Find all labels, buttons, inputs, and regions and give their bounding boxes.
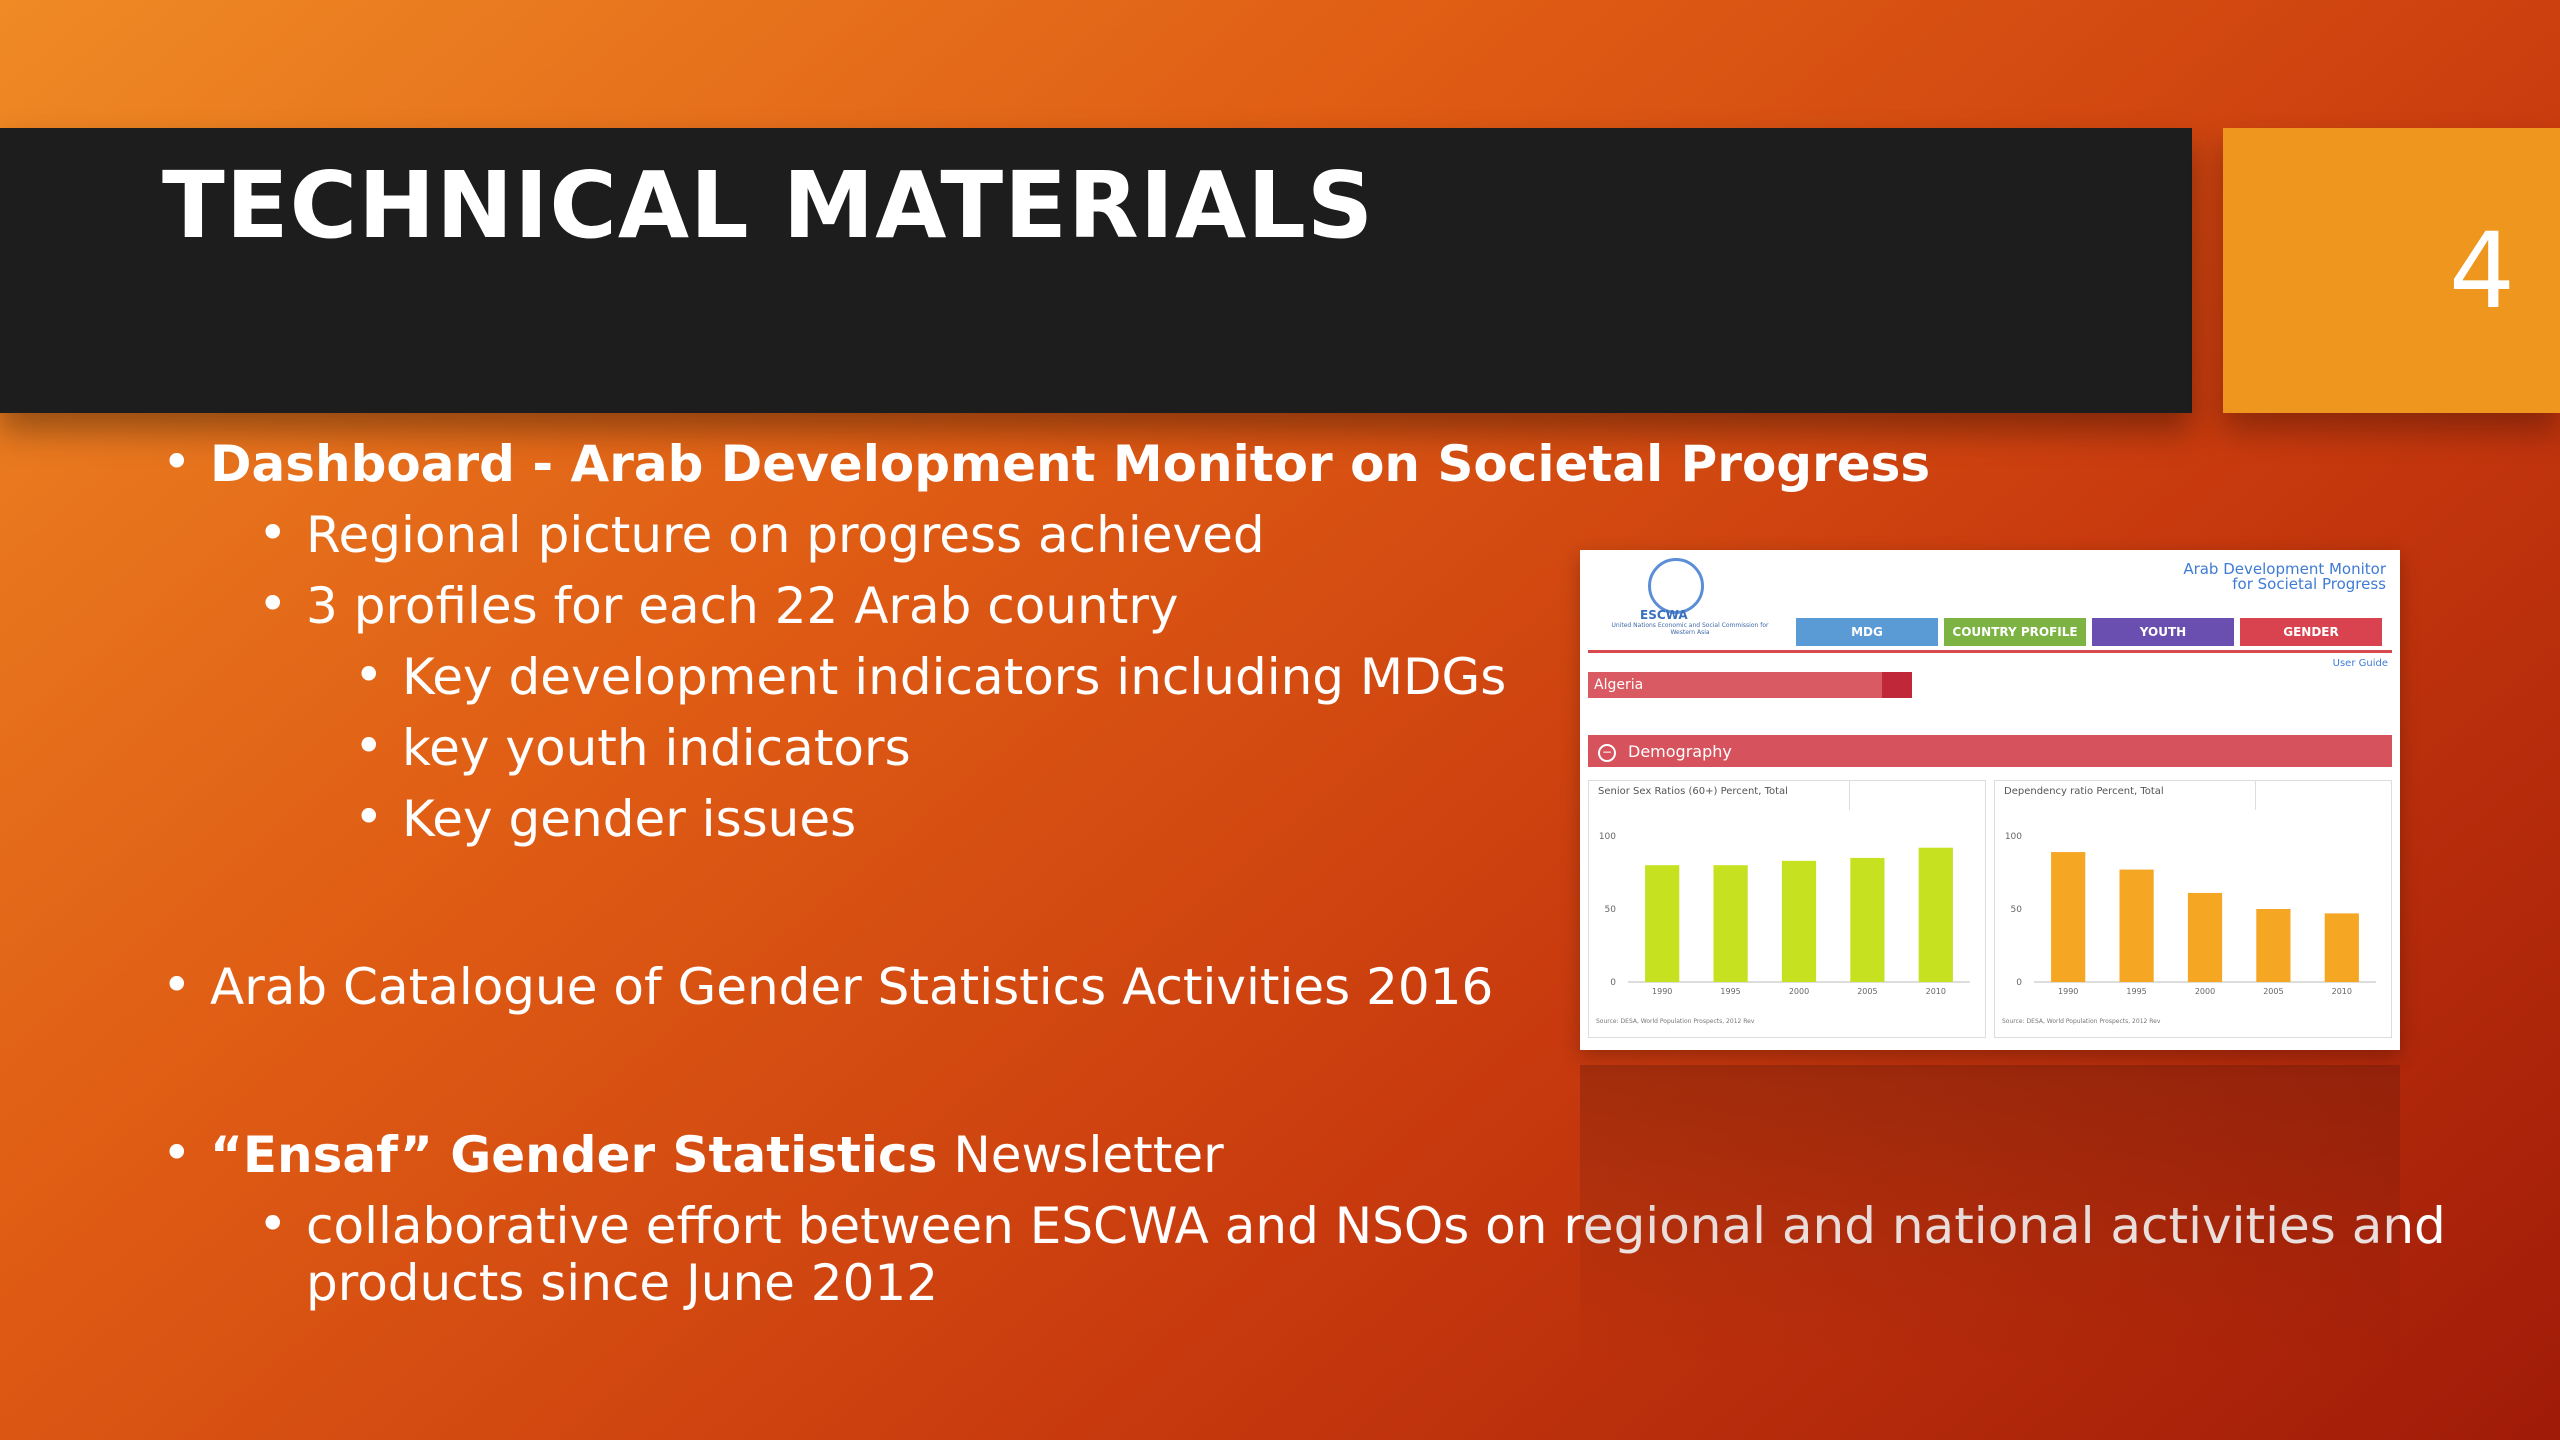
header-divider	[1588, 650, 2392, 653]
y-tick-label: 100	[1599, 832, 1616, 842]
slide-title: TECHNICAL MATERIALS	[162, 152, 1375, 259]
un-logo-icon	[1648, 558, 1704, 614]
bullet-dot: •	[354, 646, 384, 704]
bullet-youth: • key youth indicators	[354, 717, 911, 778]
bullet-profiles-text: 3 profiles for each 22 Arab country	[306, 577, 1179, 635]
bullet-profiles: • 3 profiles for each 22 Arab country	[258, 575, 1179, 636]
section-header-demography[interactable]: Demography	[1588, 735, 2392, 767]
y-tick-label: 50	[2011, 905, 2023, 915]
chart-dependency-ratio: 100 50 0 1990 1995 2000 2005 2010	[2005, 832, 2376, 996]
bullet-dot: •	[258, 504, 288, 562]
chart-senior-sex-ratios: 100 50 0 1990 1995 2000 2005 2010	[1599, 832, 1970, 996]
logo-subtitle: United Nations Economic and Social Commi…	[1611, 622, 1769, 637]
bullet-dot: •	[354, 717, 384, 775]
y-tick-label: 0	[2016, 978, 2022, 988]
dashboard-tabs: MDG COUNTRY PROFILE YOUTH GENDER	[1796, 618, 2382, 646]
bullet-regional-picture-text: Regional picture on progress achieved	[306, 506, 1265, 564]
x-tick-label: 2005	[1857, 987, 1877, 996]
x-tick-label: 2010	[1926, 987, 1946, 996]
bar-2000	[2187, 892, 2223, 982]
dashboard-thumbnail: ESCWA United Nations Economic and Social…	[1580, 550, 2400, 1050]
bullet-ensaf-normal: Newsletter	[953, 1126, 1224, 1184]
bullet-dot: •	[162, 956, 192, 1014]
dashboard-title-line1: Arab Development Monitor	[2183, 560, 2386, 578]
bullet-key-development: • Key development indicators including M…	[354, 646, 1507, 707]
tab-country-profile[interactable]: COUNTRY PROFILE	[1944, 618, 2086, 646]
country-select[interactable]: Algeria	[1588, 672, 1912, 698]
tab-gender[interactable]: GENDER	[2240, 618, 2382, 646]
x-tick-label: 2010	[2332, 987, 2352, 996]
y-tick-label: 0	[1610, 978, 1616, 988]
x-tick-label: 2000	[2195, 987, 2215, 996]
slide-number-box: 4	[2223, 128, 2560, 413]
bullet-ensaf-bold: “Ensaf” Gender Statistics	[210, 1126, 938, 1184]
dashboard-title: Arab Development Monitor for Societal Pr…	[2183, 562, 2386, 592]
x-tick-label: 2005	[2263, 987, 2283, 996]
bullet-dashboard: • Dashboard - Arab Development Monitor o…	[162, 433, 1931, 494]
bar-2005	[1850, 857, 1885, 982]
chart-panel-left	[1588, 780, 1986, 1038]
chart-right-title: Dependency ratio Percent, Total	[1994, 780, 2256, 810]
bar-1995	[2119, 869, 2154, 982]
tab-mdg[interactable]: MDG	[1796, 618, 1938, 646]
bar-2010	[2324, 913, 2359, 982]
x-tick-label: 2000	[1789, 987, 1809, 996]
bullet-ensaf: • “Ensaf” Gender Statistics Newsletter	[162, 1124, 1224, 1185]
y-tick-label: 100	[2005, 832, 2022, 842]
tab-youth[interactable]: YOUTH	[2092, 618, 2234, 646]
chart-left-title: Senior Sex Ratios (60+) Percent, Total	[1588, 780, 1850, 810]
slide-number: 4	[2448, 209, 2515, 332]
bullet-catalogue: • Arab Catalogue of Gender Statistics Ac…	[162, 956, 1494, 1017]
bar-2000	[1781, 860, 1817, 982]
bullet-catalogue-text: Arab Catalogue of Gender Statistics Acti…	[210, 958, 1494, 1016]
bullet-gender-issues-text: Key gender issues	[402, 790, 857, 848]
bullet-key-development-text: Key development indicators including MDG…	[402, 648, 1507, 706]
country-select-chevron-icon[interactable]	[1882, 672, 1912, 698]
bar-1990	[2051, 852, 2086, 982]
bar-2005	[2256, 909, 2291, 982]
thumbnail-reflection	[1580, 1065, 2400, 1365]
title-bar	[0, 128, 2192, 413]
y-tick-label: 50	[1605, 905, 1617, 915]
bar-2010	[1918, 847, 1953, 982]
bullet-collaborative-continued: products since June 2012	[306, 1254, 939, 1313]
collapse-icon[interactable]: −	[1598, 744, 1616, 762]
bar-1990	[1645, 865, 1680, 982]
bar-1995	[1713, 865, 1748, 982]
bullet-dot: •	[258, 1195, 288, 1253]
chart-panel-right	[1994, 780, 2392, 1038]
bullet-gender-issues: • Key gender issues	[354, 788, 857, 849]
logo-label: ESCWA	[1640, 608, 1688, 622]
bullet-dot: •	[162, 1124, 192, 1182]
x-tick-label: 1990	[2058, 987, 2078, 996]
user-guide-link[interactable]: User Guide	[2332, 658, 2388, 669]
x-tick-label: 1990	[1652, 987, 1672, 996]
bullet-collaborative: • collaborative effort between ESCWA and…	[258, 1195, 2446, 1256]
source-note-right: Source: DESA, World Population Prospects…	[2002, 1018, 2161, 1025]
bullet-dot: •	[354, 788, 384, 846]
bullet-dot: •	[162, 433, 192, 491]
bullet-youth-text: key youth indicators	[402, 719, 911, 777]
bullet-collaborative-line2: products since June 2012	[306, 1254, 939, 1312]
bullet-dot: •	[258, 575, 288, 633]
x-tick-label: 1995	[1720, 987, 1740, 996]
bullet-regional-picture: • Regional picture on progress achieved	[258, 504, 1265, 565]
source-note-left: Source: DESA, World Population Prospects…	[1596, 1018, 1755, 1025]
bullet-collaborative-line1: collaborative effort between ESCWA and N…	[306, 1197, 2446, 1255]
x-tick-label: 1995	[2126, 987, 2146, 996]
bullet-dashboard-text: Dashboard - Arab Development Monitor on …	[210, 435, 1931, 493]
dashboard-title-line2: for Societal Progress	[2232, 575, 2386, 593]
